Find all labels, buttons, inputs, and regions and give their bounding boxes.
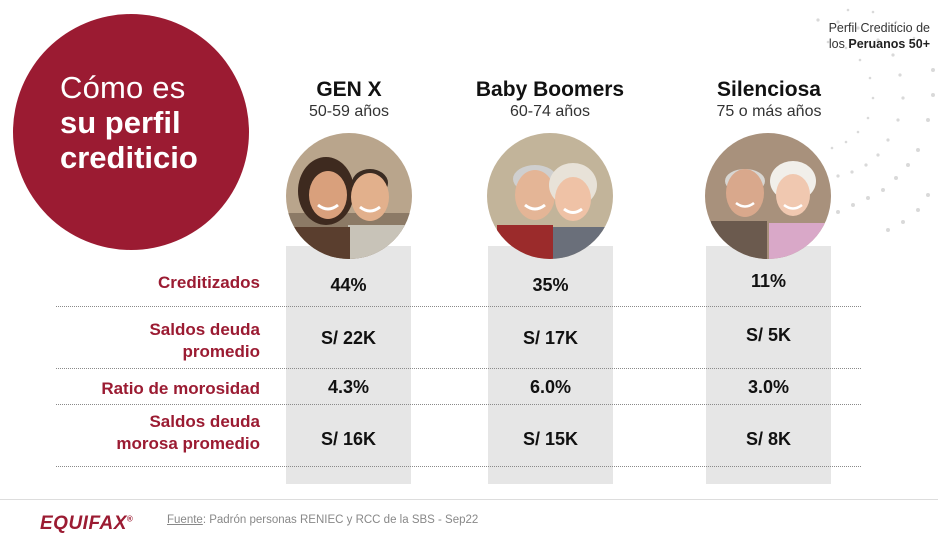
row-label-creditizados: Creditizados	[158, 272, 260, 294]
equifax-logo: EQUIFAX®	[40, 513, 133, 535]
source-text: : Padrón personas RENIEC y RCC de la SBS…	[202, 514, 479, 526]
row-label-saldos-deuda: Saldos deuda promedio	[149, 319, 260, 363]
generation-ages-boomers: 60-74 años	[509, 103, 591, 120]
corner-caption-line2: los Peruanos 50+	[829, 36, 930, 52]
corner-caption-line1: Perfil Crediticio de	[828, 21, 930, 35]
row-label-line2: promedio	[182, 342, 260, 361]
generation-title-genx: GEN X	[316, 78, 382, 101]
generation-title-silent: Silenciosa	[717, 78, 821, 101]
value-morosa-genx: S/ 16K	[320, 429, 377, 449]
generation-ages-silent: 75 o más años	[716, 103, 822, 120]
couple-photo-genx	[286, 133, 412, 259]
page-title-line2: su perfil	[60, 105, 181, 140]
row-label-line1: Ratio de morosidad	[101, 379, 260, 398]
row-label-line1: Creditizados	[157, 273, 260, 292]
column-bg-boomers	[488, 246, 613, 484]
row-label-saldos-morosa: Saldos deuda morosa promedio	[116, 411, 260, 455]
corner-caption: Perfil Crediticio de los Peruanos 50+	[829, 20, 930, 52]
row-separator	[56, 404, 861, 405]
column-bg-silent	[706, 246, 831, 484]
value-morosa-silent: S/ 8K	[745, 429, 792, 449]
value-saldos-boomers: S/ 17K	[522, 328, 579, 348]
row-label-line2: morosa promedio	[116, 434, 260, 453]
value-saldos-genx: S/ 22K	[320, 328, 377, 348]
value-ratio-genx: 4.3%	[327, 377, 370, 397]
generation-ages-genx: 50-59 años	[308, 103, 390, 120]
generation-title-boomers: Baby Boomers	[475, 78, 625, 101]
column-bg-genx	[286, 246, 411, 484]
row-label-ratio-morosidad: Ratio de morosidad	[101, 378, 260, 400]
logo-mark: ®	[126, 514, 134, 524]
source-label: Fuente	[167, 514, 203, 526]
row-separator	[56, 368, 861, 369]
corner-caption-prefix: los	[828, 37, 849, 51]
value-creditizados-boomers: 35%	[532, 275, 569, 295]
source-note: Fuente: Padrón personas RENIEC y RCC de …	[167, 514, 478, 526]
value-ratio-silent: 3.0%	[747, 377, 790, 397]
value-morosa-boomers: S/ 15K	[522, 429, 579, 449]
row-label-line1: Saldos deuda	[149, 412, 260, 431]
title-circle	[13, 14, 249, 250]
value-creditizados-genx: 44%	[330, 275, 367, 295]
value-ratio-boomers: 6.0%	[529, 377, 572, 397]
row-separator	[56, 306, 861, 307]
footer-divider	[0, 499, 938, 500]
corner-caption-bold: Peruanos 50+	[848, 37, 930, 51]
row-label-line1: Saldos deuda	[149, 320, 260, 339]
couple-photo-boomers	[487, 133, 613, 259]
value-saldos-silent: S/ 5K	[745, 325, 792, 345]
value-creditizados-silent: 11%	[750, 271, 787, 291]
page-title-line3: crediticio	[60, 140, 198, 175]
row-separator	[56, 466, 861, 467]
page-title-line1: Cómo es	[60, 70, 186, 105]
couple-photo-silent	[705, 133, 831, 259]
logo-text: EQUIFAX	[40, 513, 127, 534]
